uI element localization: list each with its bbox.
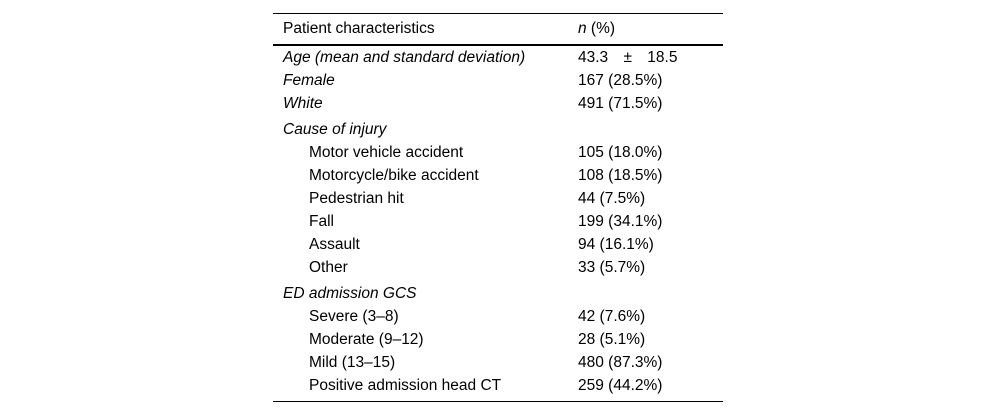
table-body: Age (mean and standard deviation) 43.3 ±… <box>273 46 723 397</box>
row-label: Mild (13–15) <box>309 354 396 371</box>
header-n-percent: n (%) <box>578 14 723 44</box>
table-row: Positive admission head CT 259 (44.2%) <box>273 374 723 397</box>
row-value: 42 (7.6%) <box>578 308 646 325</box>
row-value: 259 (44.2%) <box>578 377 663 394</box>
table-row: Severe (3–8) 42 (7.6%) <box>273 305 723 328</box>
table-row: Assault 94 (16.1%) <box>273 233 723 256</box>
table-row: Pedestrian hit 44 (7.5%) <box>273 187 723 210</box>
row-label: Motorcycle/bike accident <box>309 167 479 184</box>
table-row: Other 33 (5.7%) <box>273 256 723 279</box>
row-value <box>578 118 723 141</box>
row-label: Fall <box>309 213 334 230</box>
table-row: Motor vehicle accident 105 (18.0%) <box>273 141 723 164</box>
row-value: 105 (18.0%) <box>578 144 663 161</box>
table-row: White 491 (71.5%) <box>273 92 723 115</box>
row-label: Assault <box>309 236 360 253</box>
table-row: ED admission GCS <box>273 282 723 305</box>
row-label: Positive admission head CT <box>309 377 502 394</box>
row-value: 480 (87.3%) <box>578 354 663 371</box>
row-value: 491 (71.5%) <box>578 95 663 112</box>
table-row: Age (mean and standard deviation) 43.3 ±… <box>273 46 723 69</box>
header-patient-characteristics: Patient characteristics <box>283 20 435 37</box>
row-label: Female <box>283 72 335 89</box>
row-label: Motor vehicle accident <box>309 144 464 161</box>
row-label: Severe (3–8) <box>309 308 399 325</box>
table-row: Moderate (9–12) 28 (5.1%) <box>273 328 723 351</box>
table-row: Mild (13–15) 480 (87.3%) <box>273 351 723 374</box>
table-row: Cause of injury <box>273 118 723 141</box>
table-row: Female 167 (28.5%) <box>273 69 723 92</box>
row-label: Cause of injury <box>283 121 387 138</box>
header-percent-label: (%) <box>586 20 616 37</box>
patient-characteristics-table: Patient characteristics n (%) Age (mean … <box>273 13 723 402</box>
row-value: 44 (7.5%) <box>578 190 646 207</box>
row-value: 33 (5.7%) <box>578 259 646 276</box>
row-label: Moderate (9–12) <box>309 331 424 348</box>
row-value: 94 (16.1%) <box>578 236 654 253</box>
row-label: Age (mean and standard deviation) <box>283 49 526 66</box>
row-label: ED admission GCS <box>283 285 417 302</box>
row-label: Pedestrian hit <box>309 190 404 207</box>
row-value: 167 (28.5%) <box>578 72 663 89</box>
row-value: 28 (5.1%) <box>578 331 646 348</box>
table-row: Fall 199 (34.1%) <box>273 210 723 233</box>
row-label: White <box>283 95 323 112</box>
header-n-symbol: n <box>578 20 587 37</box>
row-value <box>578 282 723 305</box>
table-row: Motorcycle/bike accident 108 (18.5%) <box>273 164 723 187</box>
row-value: 43.3 ± 18.5 <box>578 49 678 66</box>
table-header-row: Patient characteristics n (%) <box>273 14 723 46</box>
row-value: 199 (34.1%) <box>578 213 663 230</box>
row-label: Other <box>309 259 348 276</box>
row-value: 108 (18.5%) <box>578 167 663 184</box>
